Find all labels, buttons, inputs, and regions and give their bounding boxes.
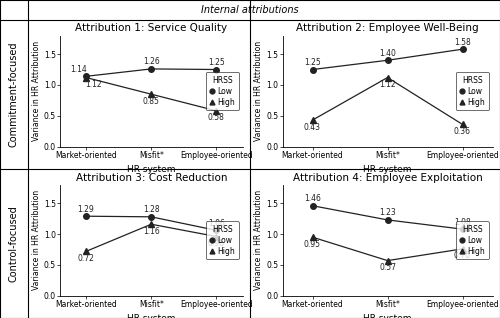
- X-axis label: HR system: HR system: [127, 165, 176, 174]
- X-axis label: HR system: HR system: [363, 165, 412, 174]
- Text: 0.36: 0.36: [454, 127, 471, 136]
- Text: 1.26: 1.26: [143, 58, 160, 66]
- Text: 0.43: 0.43: [304, 122, 321, 132]
- Text: 0.72: 0.72: [78, 254, 94, 263]
- Y-axis label: Variance in HR Attribution: Variance in HR Attribution: [32, 190, 41, 290]
- Text: 1.16: 1.16: [143, 227, 160, 236]
- Text: 0.95: 0.95: [304, 240, 321, 249]
- Y-axis label: Variance in HR Attribution: Variance in HR Attribution: [32, 41, 41, 141]
- Text: 1.23: 1.23: [379, 208, 396, 218]
- Text: 1.08: 1.08: [454, 218, 471, 227]
- Y-axis label: Variance in HR Attribution: Variance in HR Attribution: [254, 41, 264, 141]
- Text: 1.12: 1.12: [86, 80, 102, 89]
- Title: Attribution 4: Employee Exploitation: Attribution 4: Employee Exploitation: [292, 173, 482, 183]
- Y-axis label: Variance in HR Attribution: Variance in HR Attribution: [254, 190, 264, 290]
- Title: Attribution 3: Cost Reduction: Attribution 3: Cost Reduction: [76, 173, 227, 183]
- Text: 1.58: 1.58: [454, 38, 471, 47]
- Text: 0.96: 0.96: [208, 239, 225, 248]
- Text: 1.40: 1.40: [379, 49, 396, 58]
- Text: 1.29: 1.29: [78, 205, 94, 214]
- Text: 1.28: 1.28: [143, 205, 160, 214]
- X-axis label: HR system: HR system: [127, 315, 176, 318]
- Text: 1.12: 1.12: [379, 80, 396, 89]
- Text: Commitment-focused: Commitment-focused: [8, 42, 19, 147]
- Title: Attribution 2: Employee Well-Being: Attribution 2: Employee Well-Being: [296, 24, 479, 33]
- Text: 1.25: 1.25: [208, 58, 225, 67]
- Title: Attribution 1: Service Quality: Attribution 1: Service Quality: [75, 24, 228, 33]
- Text: 0.58: 0.58: [208, 113, 225, 122]
- Legend: Low, High: Low, High: [206, 221, 238, 259]
- Text: 0.76: 0.76: [454, 251, 471, 260]
- Text: 0.57: 0.57: [379, 263, 396, 272]
- Text: Internal attributions: Internal attributions: [201, 5, 299, 15]
- Text: 1.46: 1.46: [304, 194, 321, 203]
- Text: Control-focused: Control-focused: [8, 205, 19, 282]
- Legend: Low, High: Low, High: [456, 72, 488, 110]
- Text: 1.06: 1.06: [208, 219, 225, 228]
- Text: 0.85: 0.85: [143, 97, 160, 106]
- Legend: Low, High: Low, High: [456, 221, 488, 259]
- Text: 1.25: 1.25: [304, 58, 321, 67]
- Legend: Low, High: Low, High: [206, 72, 238, 110]
- X-axis label: HR system: HR system: [363, 315, 412, 318]
- Text: 1.14: 1.14: [70, 65, 86, 74]
